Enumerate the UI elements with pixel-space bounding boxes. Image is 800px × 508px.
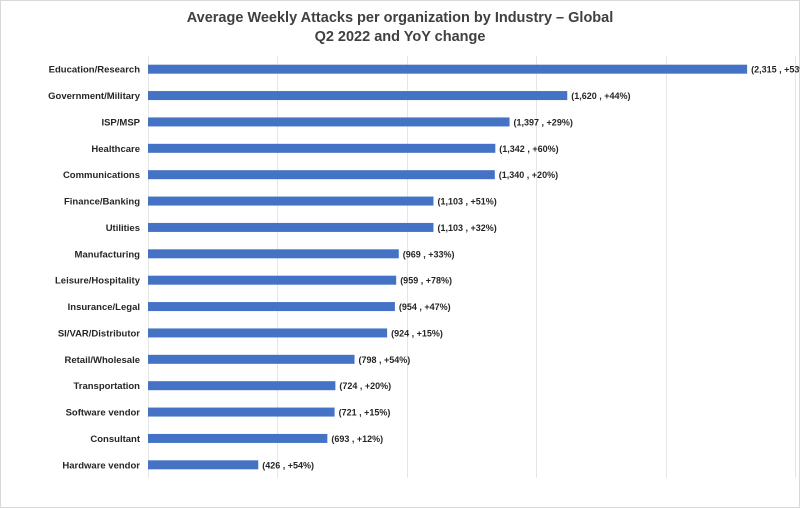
- bar: [148, 117, 510, 127]
- data-label: (1,620 , +44%): [571, 91, 630, 101]
- bar: [148, 433, 328, 443]
- category-label: Consultant: [90, 434, 140, 445]
- data-label: (798 , +54%): [359, 355, 411, 365]
- category-label: SI/VAR/Distributor: [58, 328, 140, 339]
- data-label: (1,103 , +51%): [437, 197, 496, 207]
- data-label: (2,315 , +53%): [751, 65, 800, 75]
- data-label: (954 , +47%): [399, 302, 451, 312]
- data-label: (426 , +54%): [262, 460, 314, 470]
- bar: [148, 143, 496, 153]
- data-label: (724 , +20%): [339, 381, 391, 391]
- data-label: (924 , +15%): [391, 328, 443, 338]
- bar: [148, 249, 399, 259]
- data-label: (693 , +12%): [331, 434, 383, 444]
- bar: [148, 407, 335, 417]
- category-label: Utilities: [106, 223, 140, 234]
- bar: [148, 64, 748, 74]
- data-label: (1,340 , +20%): [499, 170, 558, 180]
- category-label: Healthcare: [91, 144, 140, 155]
- category-label: Retail/Wholesale: [65, 355, 141, 366]
- data-label: (969 , +33%): [403, 249, 455, 259]
- category-label: Insurance/Legal: [68, 302, 140, 313]
- bar: [148, 275, 397, 285]
- bar: [148, 196, 434, 206]
- bar: [148, 170, 495, 180]
- category-label: Hardware vendor: [62, 460, 140, 471]
- category-label: Manufacturing: [75, 249, 141, 260]
- bar: [148, 381, 336, 391]
- bar: [148, 328, 388, 338]
- data-label: (1,397 , +29%): [514, 117, 573, 127]
- category-label: ISP/MSP: [101, 117, 140, 128]
- bar: [148, 302, 395, 312]
- data-label: (1,342 , +60%): [499, 144, 558, 154]
- category-label: Education/Research: [49, 65, 141, 76]
- category-label: Communications: [63, 170, 140, 181]
- bar: [148, 460, 259, 470]
- bar: [148, 91, 568, 101]
- data-label: (721 , +15%): [339, 408, 391, 418]
- data-label: (1,103 , +32%): [437, 223, 496, 233]
- category-label: Government/Military: [48, 91, 141, 102]
- bar: [148, 354, 355, 364]
- chart-title: Average Weekly Attacks per organization …: [186, 10, 614, 26]
- category-label: Finance/Banking: [64, 197, 140, 208]
- chart-subtitle: Q2 2022 and YoY change: [314, 29, 486, 45]
- bar: [148, 222, 434, 232]
- category-label: Transportation: [73, 381, 140, 392]
- data-label: (959 , +78%): [400, 276, 452, 286]
- category-label: Software vendor: [66, 408, 141, 419]
- category-label: Leisure/Hospitality: [55, 276, 141, 287]
